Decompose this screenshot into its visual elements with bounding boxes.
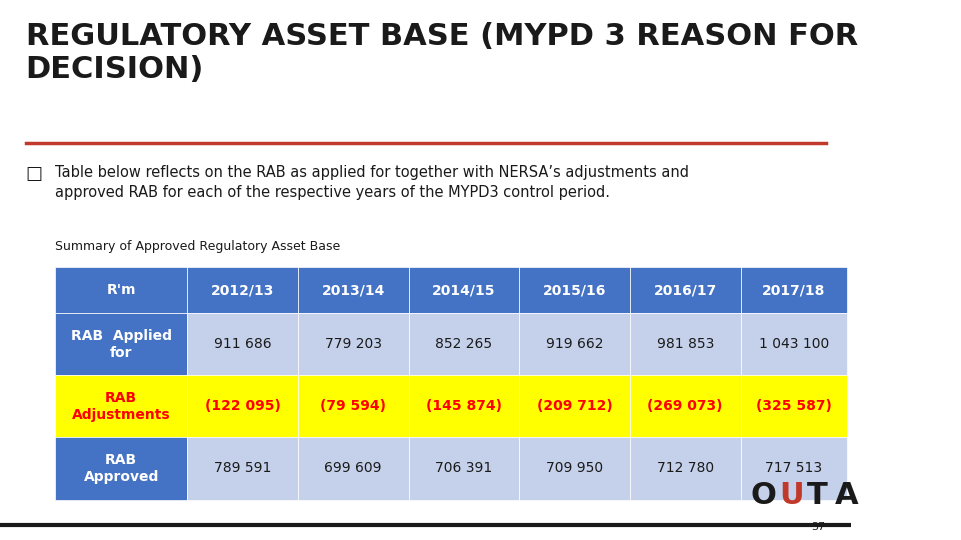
Text: 911 686: 911 686 <box>213 338 271 351</box>
Text: 981 853: 981 853 <box>656 338 714 351</box>
Text: (145 874): (145 874) <box>426 400 502 413</box>
Text: U: U <box>778 481 803 510</box>
FancyBboxPatch shape <box>56 313 187 375</box>
Text: 699 609: 699 609 <box>325 462 382 475</box>
FancyBboxPatch shape <box>298 375 408 437</box>
Text: RAB
Adjustments: RAB Adjustments <box>72 391 171 422</box>
Text: 919 662: 919 662 <box>546 338 604 351</box>
Text: 2012/13: 2012/13 <box>210 284 274 297</box>
FancyBboxPatch shape <box>408 313 519 375</box>
FancyBboxPatch shape <box>56 267 187 313</box>
Text: T: T <box>807 481 827 510</box>
FancyBboxPatch shape <box>56 375 187 437</box>
Text: (79 594): (79 594) <box>320 400 386 413</box>
Text: 2013/14: 2013/14 <box>322 284 385 297</box>
FancyBboxPatch shape <box>187 375 298 437</box>
Text: 779 203: 779 203 <box>325 338 382 351</box>
Text: 2014/15: 2014/15 <box>432 284 496 297</box>
Text: (122 095): (122 095) <box>205 400 281 413</box>
FancyBboxPatch shape <box>298 267 408 313</box>
Text: □: □ <box>26 165 42 183</box>
FancyBboxPatch shape <box>629 313 741 375</box>
Text: RAB  Applied
for: RAB Applied for <box>71 329 172 360</box>
Text: 852 265: 852 265 <box>435 338 492 351</box>
Text: 789 591: 789 591 <box>214 462 271 475</box>
FancyBboxPatch shape <box>629 267 741 313</box>
FancyBboxPatch shape <box>298 437 408 500</box>
FancyBboxPatch shape <box>187 437 298 500</box>
FancyBboxPatch shape <box>741 313 847 375</box>
FancyBboxPatch shape <box>56 437 187 500</box>
FancyBboxPatch shape <box>408 267 519 313</box>
Text: RAB
Approved: RAB Approved <box>84 453 159 484</box>
FancyBboxPatch shape <box>298 313 408 375</box>
FancyBboxPatch shape <box>408 375 519 437</box>
Text: 712 780: 712 780 <box>656 462 714 475</box>
Text: A: A <box>835 481 858 510</box>
Text: 717 513: 717 513 <box>765 462 823 475</box>
FancyBboxPatch shape <box>629 375 741 437</box>
Text: Table below reflects on the RAB as applied for together with NERSA’s adjustments: Table below reflects on the RAB as appli… <box>56 165 689 199</box>
Text: 2017/18: 2017/18 <box>762 284 825 297</box>
Text: 2016/17: 2016/17 <box>653 284 717 297</box>
FancyBboxPatch shape <box>408 437 519 500</box>
Text: 709 950: 709 950 <box>546 462 604 475</box>
FancyBboxPatch shape <box>629 437 741 500</box>
FancyBboxPatch shape <box>519 375 629 437</box>
FancyBboxPatch shape <box>519 437 629 500</box>
FancyBboxPatch shape <box>741 375 847 437</box>
FancyBboxPatch shape <box>187 313 298 375</box>
Text: 2015/16: 2015/16 <box>543 284 606 297</box>
FancyBboxPatch shape <box>187 267 298 313</box>
FancyBboxPatch shape <box>519 267 629 313</box>
FancyBboxPatch shape <box>741 267 847 313</box>
FancyBboxPatch shape <box>741 437 847 500</box>
Text: (325 587): (325 587) <box>755 400 831 413</box>
Text: R'm: R'm <box>107 284 136 297</box>
Text: Summary of Approved Regulatory Asset Base: Summary of Approved Regulatory Asset Bas… <box>56 240 340 253</box>
Text: 706 391: 706 391 <box>435 462 493 475</box>
Text: (269 073): (269 073) <box>648 400 723 413</box>
FancyBboxPatch shape <box>519 313 629 375</box>
Text: REGULATORY ASSET BASE (MYPD 3 REASON FOR
DECISION): REGULATORY ASSET BASE (MYPD 3 REASON FOR… <box>26 22 858 84</box>
Text: 37: 37 <box>811 522 825 532</box>
Text: (209 712): (209 712) <box>536 400 612 413</box>
Text: O: O <box>751 481 776 510</box>
Text: 1 043 100: 1 043 100 <box>758 338 828 351</box>
